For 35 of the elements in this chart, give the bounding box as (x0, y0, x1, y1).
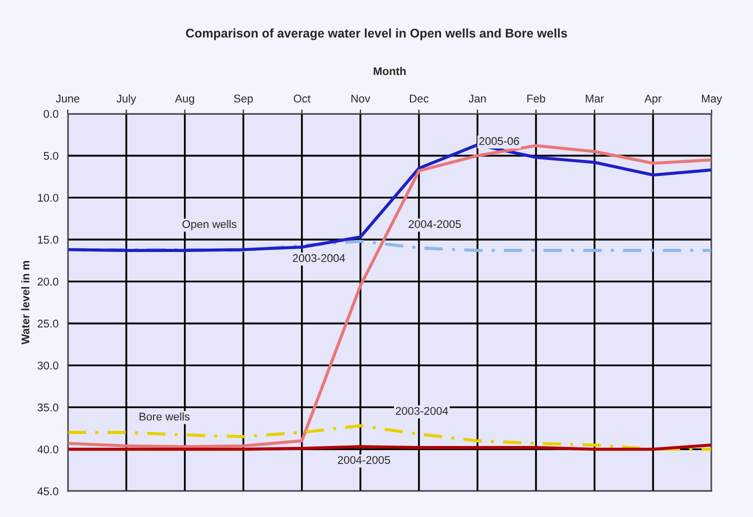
y-tick-label: 10.0 (38, 194, 58, 202)
x-tick-label: Aug (174, 94, 194, 105)
annotation: 2004-2005 (408, 220, 461, 228)
y-tick-label: 20.0 (38, 278, 58, 286)
chart-title: Comparison of average water level in Open wells and Bore wells (186, 28, 568, 40)
x-tick-label: Apr (644, 94, 662, 105)
y-tick-label: 0.0 (44, 110, 58, 118)
y-tick-label: 15.0 (38, 236, 58, 244)
x-axis-title: Month (374, 66, 406, 76)
annotation: Bore wells (140, 412, 190, 421)
y-tick-label: 25.0 (38, 320, 58, 328)
y-tick-label: 5.0 (44, 152, 58, 160)
y-tick-label: 45.0 (37, 487, 58, 496)
x-tick-label: June (56, 94, 80, 103)
line-series (68, 424, 712, 451)
x-tick-label: Feb (527, 94, 546, 103)
annotation: 2004-2005 (338, 456, 390, 464)
x-tick-label: July (116, 94, 136, 105)
line-series (68, 144, 712, 448)
annotation: 2005-06 (479, 137, 520, 146)
y-tick-label: 40.0 (37, 445, 58, 454)
x-tick-label: May (702, 94, 722, 105)
line-series (68, 143, 712, 252)
y-tick-label: 35.0 (38, 404, 58, 412)
y-axis-title: Water level in m (21, 261, 30, 345)
annotation: Open wells (182, 220, 236, 230)
x-tick-label: Jan (468, 94, 486, 103)
x-tick-label: Oct (294, 94, 310, 103)
x-tick-label: Dec (410, 94, 429, 103)
y-tick-label: 30.0 (38, 362, 58, 370)
annotation: 2003-2004 (292, 254, 346, 262)
x-tick-label: Sep (234, 94, 253, 105)
annotation: 2003-2004 (396, 407, 448, 415)
x-tick-label: Mar (586, 94, 604, 103)
x-tick-label: Nov (351, 94, 370, 103)
